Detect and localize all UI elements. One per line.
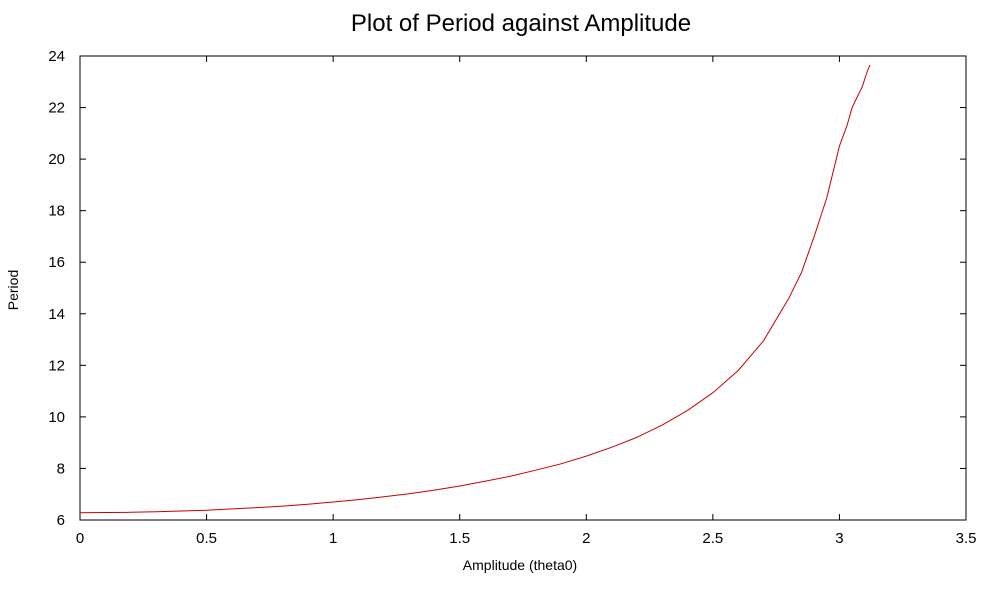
- y-tick-label: 6: [57, 512, 65, 529]
- y-tick-label: 14: [48, 306, 65, 323]
- y-tick-label: 22: [48, 100, 65, 117]
- x-tick-label: 1: [329, 530, 337, 547]
- series-layer: [79, 64, 871, 514]
- axis-ticks: 0 0.5 1 1.5 2 2.5 3 3.5 6 8 10 12 14 16 18 20 22 24: [48, 48, 976, 547]
- x-tick-label: 0: [76, 530, 84, 547]
- x-tick-label: 2: [582, 530, 590, 547]
- x-tick-label: 1.5: [449, 530, 470, 547]
- y-tick-label: 8: [57, 460, 65, 477]
- x-axis-label: Amplitude (theta0): [463, 557, 577, 573]
- y-tick-label: 20: [48, 151, 65, 168]
- x-tick-label: 2.5: [702, 530, 723, 547]
- y-tick-label: 18: [48, 203, 65, 220]
- chart-title: Plot of Period against Amplitude: [351, 10, 691, 37]
- y-tick-label: 24: [48, 48, 65, 65]
- plot-frame: [79, 55, 967, 521]
- y-tick-label: 12: [48, 357, 65, 374]
- y-axis-label: Period: [5, 270, 21, 310]
- x-tick-label: 3: [835, 530, 843, 547]
- x-tick-label: 0.5: [196, 530, 217, 547]
- x-tick-label: 3.5: [956, 530, 977, 547]
- y-tick-label: 10: [48, 409, 65, 426]
- y-tick-label: 16: [48, 254, 65, 271]
- series-line: [79, 64, 871, 514]
